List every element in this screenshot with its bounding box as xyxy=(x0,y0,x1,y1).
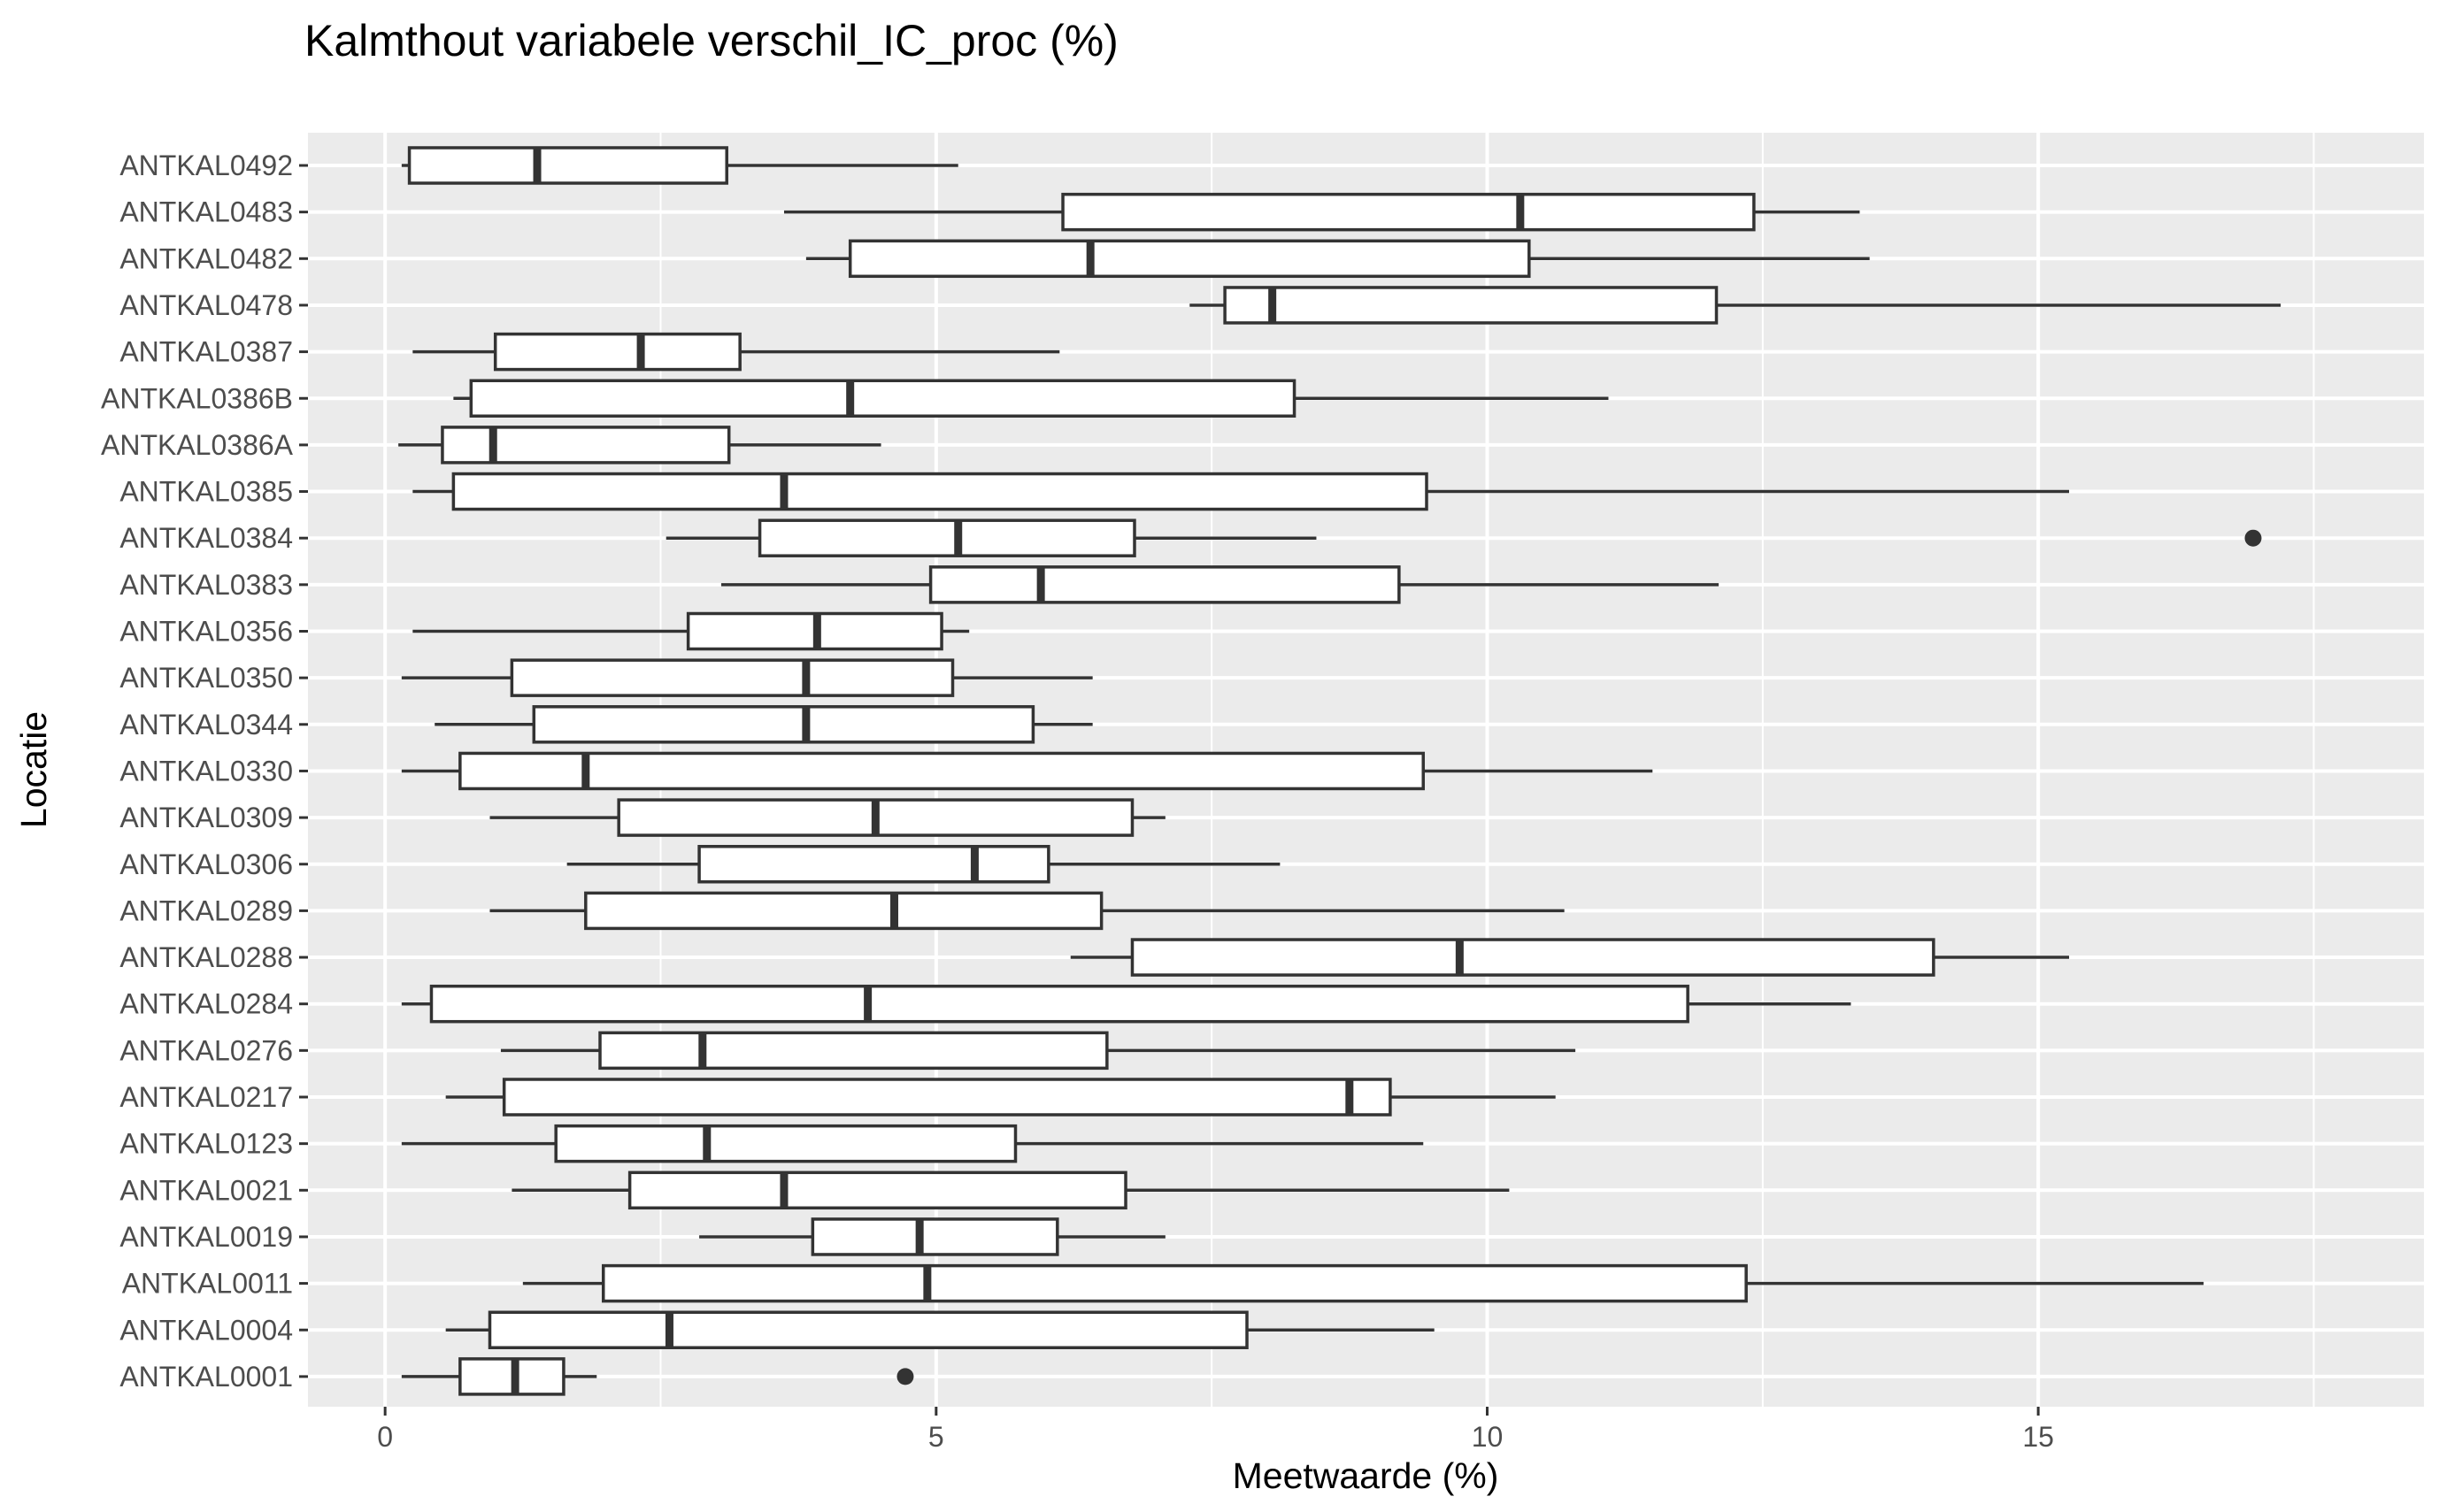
x-tick-label: 5 xyxy=(928,1421,944,1453)
box-iqr xyxy=(1223,286,1719,325)
y-tick-label: ANTKAL0492 xyxy=(119,150,293,181)
y-tick-label: ANTKAL0289 xyxy=(119,894,293,926)
box-antkal0123 xyxy=(401,1124,1424,1163)
box-antkal0309 xyxy=(489,798,1166,837)
y-tick-label: ANTKAL0356 xyxy=(119,616,293,648)
box-antkal0011 xyxy=(522,1263,2204,1303)
box-iqr xyxy=(451,472,1428,511)
y-tick-label: ANTKAL0330 xyxy=(119,755,293,787)
y-tick-label: ANTKAL0383 xyxy=(119,569,293,601)
y-tick-label: ANTKAL0350 xyxy=(119,662,293,694)
y-tick-label: ANTKAL0019 xyxy=(119,1221,293,1253)
box-iqr xyxy=(758,518,1136,557)
y-axis-title: Locatie xyxy=(13,711,54,828)
box-iqr xyxy=(584,891,1104,931)
box-antkal0356 xyxy=(412,611,970,651)
box-antkal0019 xyxy=(699,1217,1166,1256)
box-antkal0276 xyxy=(500,1031,1576,1071)
box-antkal0330 xyxy=(401,751,1653,791)
y-axis: ANTKAL0492 ANTKAL0483 ANTKAL0482 ANTKAL0478… xyxy=(101,150,308,1393)
y-tick-label: ANTKAL0384 xyxy=(119,522,293,554)
y-tick-label: ANTKAL0386A xyxy=(101,429,294,461)
box-antkal0483 xyxy=(783,192,1860,232)
box-antkal0386a xyxy=(398,426,881,464)
y-tick-label: ANTKAL0123 xyxy=(119,1128,293,1160)
box-iqr xyxy=(848,239,1531,279)
box-iqr xyxy=(1061,192,1756,232)
box-iqr xyxy=(441,426,731,464)
box-antkal0004 xyxy=(445,1310,1435,1349)
box-iqr xyxy=(811,1217,1059,1256)
y-tick-label: ANTKAL0004 xyxy=(119,1314,293,1346)
box-antkal0385 xyxy=(412,472,2070,511)
box-iqr xyxy=(458,751,1426,791)
box-antkal0478 xyxy=(1189,286,2281,325)
box-iqr xyxy=(502,1078,1392,1117)
y-tick-label: ANTKAL0386B xyxy=(101,382,293,414)
box-antkal0492 xyxy=(401,146,958,185)
box-iqr xyxy=(429,984,1689,1024)
box-antkal0306 xyxy=(566,845,1281,884)
box-iqr xyxy=(928,565,1401,604)
chart-title: Kalmthout variabele verschil_IC_proc (%) xyxy=(304,16,1119,65)
y-tick-label: ANTKAL0217 xyxy=(119,1081,293,1113)
box-iqr xyxy=(1130,938,1935,977)
box-iqr xyxy=(510,658,955,697)
y-tick-label: ANTKAL0021 xyxy=(119,1174,293,1206)
outlier-point xyxy=(896,1368,914,1385)
y-tick-label: ANTKAL0387 xyxy=(119,336,293,368)
box-antkal0482 xyxy=(805,239,1870,279)
box-iqr xyxy=(469,379,1296,418)
box-iqr xyxy=(697,845,1050,884)
box-antkal0289 xyxy=(489,891,1565,931)
box-series xyxy=(398,146,2281,1396)
box-iqr xyxy=(627,1170,1127,1210)
y-tick-label: ANTKAL0011 xyxy=(122,1268,293,1300)
box-antkal0344 xyxy=(435,705,1093,744)
box-iqr xyxy=(532,705,1035,744)
box-antkal0284 xyxy=(401,984,1851,1024)
x-axis: 0 5 10 15 xyxy=(377,1407,2054,1453)
box-antkal0288 xyxy=(1070,938,2070,977)
box-iqr xyxy=(598,1031,1109,1071)
y-tick-label: ANTKAL0385 xyxy=(119,476,293,508)
x-tick-label: 0 xyxy=(377,1421,393,1453)
box-iqr xyxy=(554,1124,1018,1163)
box-antkal0387 xyxy=(412,332,1060,372)
y-tick-label: ANTKAL0001 xyxy=(119,1361,293,1393)
x-tick-label: 15 xyxy=(2022,1421,2054,1453)
y-tick-label: ANTKAL0306 xyxy=(119,848,293,880)
box-antkal0021 xyxy=(512,1170,1510,1210)
box-antkal0383 xyxy=(720,565,1719,604)
y-tick-label: ANTKAL0288 xyxy=(119,941,293,973)
y-tick-label: ANTKAL0309 xyxy=(119,802,293,833)
outlier-point xyxy=(2244,529,2262,547)
y-tick-label: ANTKAL0284 xyxy=(119,988,293,1020)
y-tick-label: ANTKAL0344 xyxy=(119,709,293,741)
box-antkal0386b xyxy=(453,379,1609,418)
box-antkal0001 xyxy=(401,1357,914,1396)
box-iqr xyxy=(407,146,728,185)
box-iqr xyxy=(493,332,742,372)
y-tick-label: ANTKAL0276 xyxy=(119,1034,293,1066)
box-antkal0384 xyxy=(666,518,2262,557)
y-tick-label: ANTKAL0482 xyxy=(119,242,293,274)
box-antkal0217 xyxy=(445,1078,1556,1117)
box-iqr xyxy=(601,1263,1748,1303)
x-tick-label: 10 xyxy=(1472,1421,1504,1453)
y-tick-label: ANTKAL0478 xyxy=(119,289,293,321)
y-tick-label: ANTKAL0483 xyxy=(119,196,293,228)
x-axis-title: Meetwaarde (%) xyxy=(1233,1455,1499,1496)
box-antkal0350 xyxy=(401,658,1093,697)
box-iqr xyxy=(488,1310,1249,1349)
